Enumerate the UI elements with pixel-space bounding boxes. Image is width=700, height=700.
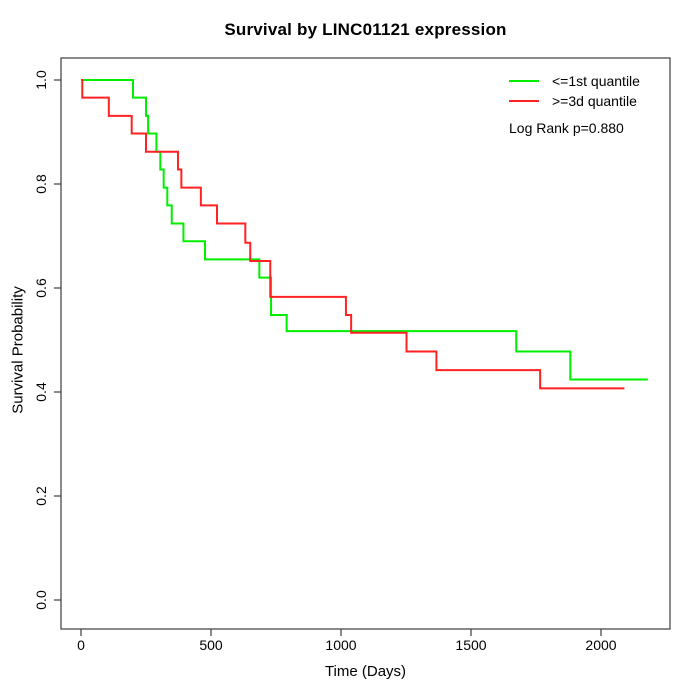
legend-entry-low-expression: <=1st quantile [509,71,640,91]
legend-line-red [509,100,539,102]
legend-label-high-expression: >=3d quantile [552,93,637,109]
legend-label-low-expression: <=1st quantile [552,73,640,89]
x-tick-label: 2000 [585,637,617,653]
y-tick-label: 0.0 [33,590,49,610]
survival-curve-high-expression [81,79,625,390]
y-axis-title: Survival Probability [9,286,27,414]
legend-entry-high-expression: >=3d quantile [509,91,640,111]
y-tick-label: 0.2 [33,486,49,506]
x-tick-label: 1000 [325,637,357,653]
survival-curve-low-expression [81,79,648,381]
legend: <=1st quantile >=3d quantile Log Rank p=… [509,71,640,136]
y-tick-label: 0.6 [33,278,49,298]
legend-line-green [509,80,539,82]
plot-box [60,57,671,630]
x-tick-label: 0 [77,637,85,653]
x-axis-title: Time (Days) [324,663,407,680]
x-tick-label: 1500 [455,637,487,653]
y-tick-label: 0.8 [33,174,49,194]
x-tick-label: 500 [199,637,223,653]
chart-title: Survival by LINC01121 expression [224,20,507,39]
y-tick-label: 1.0 [33,70,49,90]
log-rank-pvalue: Log Rank p=0.880 [509,120,624,136]
y-tick-label: 0.4 [33,382,49,402]
